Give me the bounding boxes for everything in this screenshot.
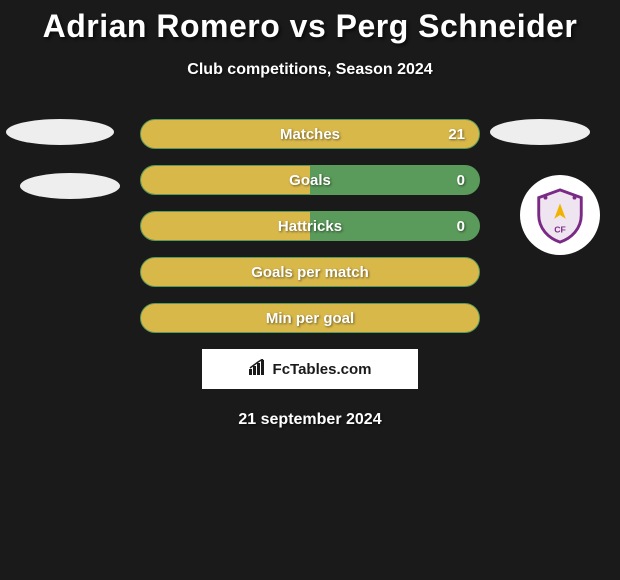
- stat-label: Goals: [289, 172, 331, 189]
- stat-bar-goals: Goals 0: [140, 165, 480, 195]
- club-badge: CF: [520, 175, 600, 255]
- stat-bar-fill: [141, 166, 310, 194]
- stat-label: Min per goal: [266, 310, 354, 327]
- brand-text: FcTables.com: [273, 361, 372, 378]
- player1-logo-placeholder-2: [20, 173, 120, 199]
- stat-label: Hattricks: [278, 218, 342, 235]
- stat-label: Goals per match: [251, 264, 369, 281]
- page-title: Adrian Romero vs Perg Schneider: [0, 0, 620, 45]
- stat-bar-hattricks: Hattricks 0: [140, 211, 480, 241]
- stat-label: Matches: [280, 126, 340, 143]
- date-text: 21 september 2024: [0, 411, 620, 429]
- stat-bar-min-per-goal: Min per goal: [140, 303, 480, 333]
- subtitle: Club competitions, Season 2024: [0, 61, 620, 79]
- svg-text:CF: CF: [554, 224, 566, 234]
- stat-value: 0: [457, 218, 465, 235]
- bar-chart-icon: [249, 359, 267, 379]
- player2-logo-placeholder: [490, 119, 590, 145]
- stat-bar-goals-per-match: Goals per match: [140, 257, 480, 287]
- stat-bars: Matches 21 Goals 0 Hattricks 0 Goals per…: [140, 119, 480, 333]
- stat-value: 21: [448, 126, 465, 143]
- shield-crest-icon: CF: [531, 186, 589, 244]
- comparison-panel: CF Matches 21 Goals 0 Hattricks 0 Goals …: [0, 119, 620, 429]
- stat-value: 0: [457, 172, 465, 189]
- stat-bar-matches: Matches 21: [140, 119, 480, 149]
- player1-logo-placeholder-1: [6, 119, 114, 145]
- brand-box[interactable]: FcTables.com: [202, 349, 418, 389]
